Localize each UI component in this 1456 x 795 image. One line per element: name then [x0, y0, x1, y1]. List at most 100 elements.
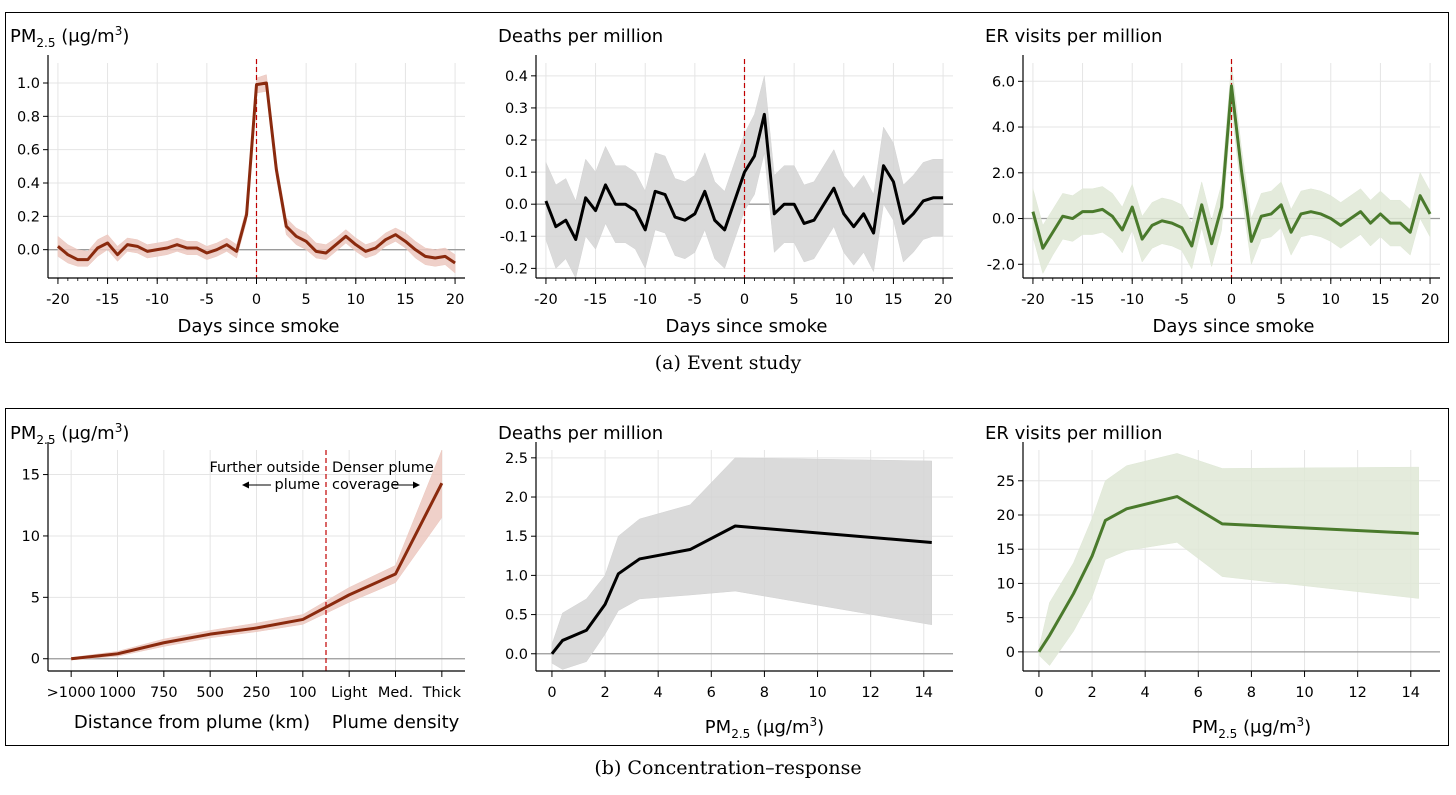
x-tick-label: 0: [1034, 685, 1043, 701]
y-tick-label: 0: [31, 652, 40, 668]
y-tick-label: 0.0: [17, 243, 40, 259]
chart-event-study-deaths: -0.2 -0.1 0.0 0.1 0.2 0.3 0.4 -20 -15 -10 -5 0 5 10 15…: [498, 26, 953, 337]
x-tick-label: 10: [347, 292, 365, 308]
x-tick-label: 0: [547, 685, 556, 701]
x-axis-label: Days since smoke: [178, 316, 340, 337]
confidence-band: [551, 457, 933, 670]
y-tick-label: 1.0: [505, 568, 528, 584]
x-axis-label-density: Plume density: [332, 712, 460, 733]
y-tick-label: -0.1: [500, 229, 528, 245]
y-tick-label: 2.0: [505, 490, 528, 506]
x-tick-label: -10: [145, 292, 169, 308]
y-tick-label: 10: [997, 576, 1015, 592]
x-tick-label: 6: [1194, 685, 1203, 701]
y-tick-label: 0.6: [17, 143, 40, 159]
x-tick-label: 0: [740, 292, 749, 308]
y-tick-label: 4.0: [992, 120, 1015, 136]
x-tick-label: 5: [302, 292, 311, 308]
series-line: [1037, 495, 1419, 653]
x-tick-label: 8: [1247, 685, 1256, 701]
x-tick-label: 15: [396, 292, 414, 308]
x-tick-label: 250: [243, 685, 271, 701]
x-tick-label: 100: [289, 685, 317, 701]
y-tick-label: 0.4: [17, 176, 40, 192]
y-tick-label: 20: [997, 508, 1015, 524]
annotation-left-line2: plume: [275, 477, 321, 493]
y-tick-label: 10: [22, 529, 40, 545]
x-tick-label: Thick: [422, 685, 462, 701]
confidence-band: [1038, 453, 1420, 666]
chart-title: ER visits per million: [985, 423, 1162, 444]
caption-concentration-response: (b) Concentration–response: [594, 757, 862, 779]
chart-title: Deaths per million: [498, 26, 663, 47]
y-tick-label: 0.1: [505, 165, 528, 181]
x-tick-label: -5: [200, 292, 214, 308]
y-tick-label: 0.8: [17, 109, 40, 125]
x-tick-label: 8: [760, 685, 769, 701]
annotation-left-line1: Further outside: [209, 460, 320, 476]
chart-concentration-er-visits: 0 5 10 15 20 25 0 2 4 6 8 10 12 14 ER visits per milli…: [985, 423, 1440, 741]
x-tick-label: 5: [790, 292, 799, 308]
x-axis-label-distance: Distance from plume (km): [74, 712, 310, 733]
chart-concentration-pm25: 0 5 10 15 >1000 1000 750 500 250 100 Light Med. Thic…: [10, 421, 465, 733]
y-tick-label: 5: [31, 590, 40, 606]
series-line: [56, 81, 456, 265]
x-tick-label: 10: [808, 685, 826, 701]
chart-event-study-pm25: 0.0 0.2 0.4 0.6 0.8 1.0 -20 -15 -10 -5 0 5 10 15 20 PM2…: [10, 24, 465, 337]
y-tick-label: 25: [997, 474, 1015, 490]
x-tick-label: 15: [884, 292, 902, 308]
x-tick-label: 2: [600, 685, 609, 701]
series-line: [1031, 84, 1432, 250]
x-axis-label: PM2.5 (μg/m3): [1192, 715, 1311, 741]
x-tick-label: 6: [707, 685, 716, 701]
x-tick-label: -10: [633, 292, 657, 308]
y-tick-label: 15: [22, 468, 40, 484]
x-tick-label: 20: [446, 292, 464, 308]
x-tick-label: 20: [934, 292, 952, 308]
x-tick-label: 10: [1322, 292, 1340, 308]
y-tick-label: 6.0: [992, 74, 1015, 90]
x-tick-label: 4: [1141, 685, 1150, 701]
x-tick-label: 0: [252, 292, 261, 308]
y-tick-label: 0.0: [992, 212, 1015, 228]
y-tick-label: -2.0: [987, 257, 1015, 273]
y-tick-label: 0.3: [505, 101, 528, 117]
y-tick-label: 0.4: [505, 69, 528, 85]
x-tick-label: 4: [654, 685, 663, 701]
y-tick-label: 15: [997, 542, 1015, 558]
x-tick-label: 2: [1087, 685, 1096, 701]
y-tick-label: 0.2: [505, 133, 528, 149]
y-tick-label: 2.0: [992, 166, 1015, 182]
arrow-right-head: [413, 481, 420, 489]
x-tick-label: 1000: [99, 685, 136, 701]
y-tick-label: 0.0: [505, 197, 528, 213]
x-tick-label: 20: [1421, 292, 1439, 308]
x-tick-label: 15: [1371, 292, 1389, 308]
x-tick-label: 14: [1402, 685, 1420, 701]
y-tick-label: 0: [1006, 645, 1015, 661]
confidence-band: [1032, 62, 1431, 275]
x-tick-label: Med.: [378, 685, 413, 701]
x-axis-label: Days since smoke: [1153, 316, 1315, 337]
x-tick-label: -15: [96, 292, 120, 308]
x-tick-label: -20: [46, 292, 70, 308]
x-tick-label: 10: [835, 292, 853, 308]
x-tick-label: 0: [1227, 292, 1236, 308]
confidence-band: [57, 74, 456, 274]
annotation-right-line1: Denser plume: [332, 460, 434, 476]
x-tick-label: -20: [1021, 292, 1045, 308]
x-axis-label: Days since smoke: [666, 316, 828, 337]
chart-title: ER visits per million: [985, 26, 1162, 47]
y-tick-label: 1.0: [17, 76, 40, 92]
caption-event-study: (a) Event study: [654, 352, 802, 374]
chart-event-study-er-visits: -2.0 0.0 2.0 4.0 6.0 -20 -15 -10 -5 0 5 10 15 20 ER vi…: [985, 26, 1440, 337]
y-tick-label: 0.2: [17, 209, 40, 225]
arrow-left-head: [242, 481, 249, 489]
confidence-band: [70, 449, 443, 661]
x-tick-label: -15: [1071, 292, 1095, 308]
y-tick-label: 0.5: [505, 608, 528, 624]
x-tick-label: 12: [861, 685, 879, 701]
y-tick-label: 5: [1006, 611, 1015, 627]
x-tick-label: -5: [1175, 292, 1189, 308]
x-tick-label: -15: [584, 292, 608, 308]
